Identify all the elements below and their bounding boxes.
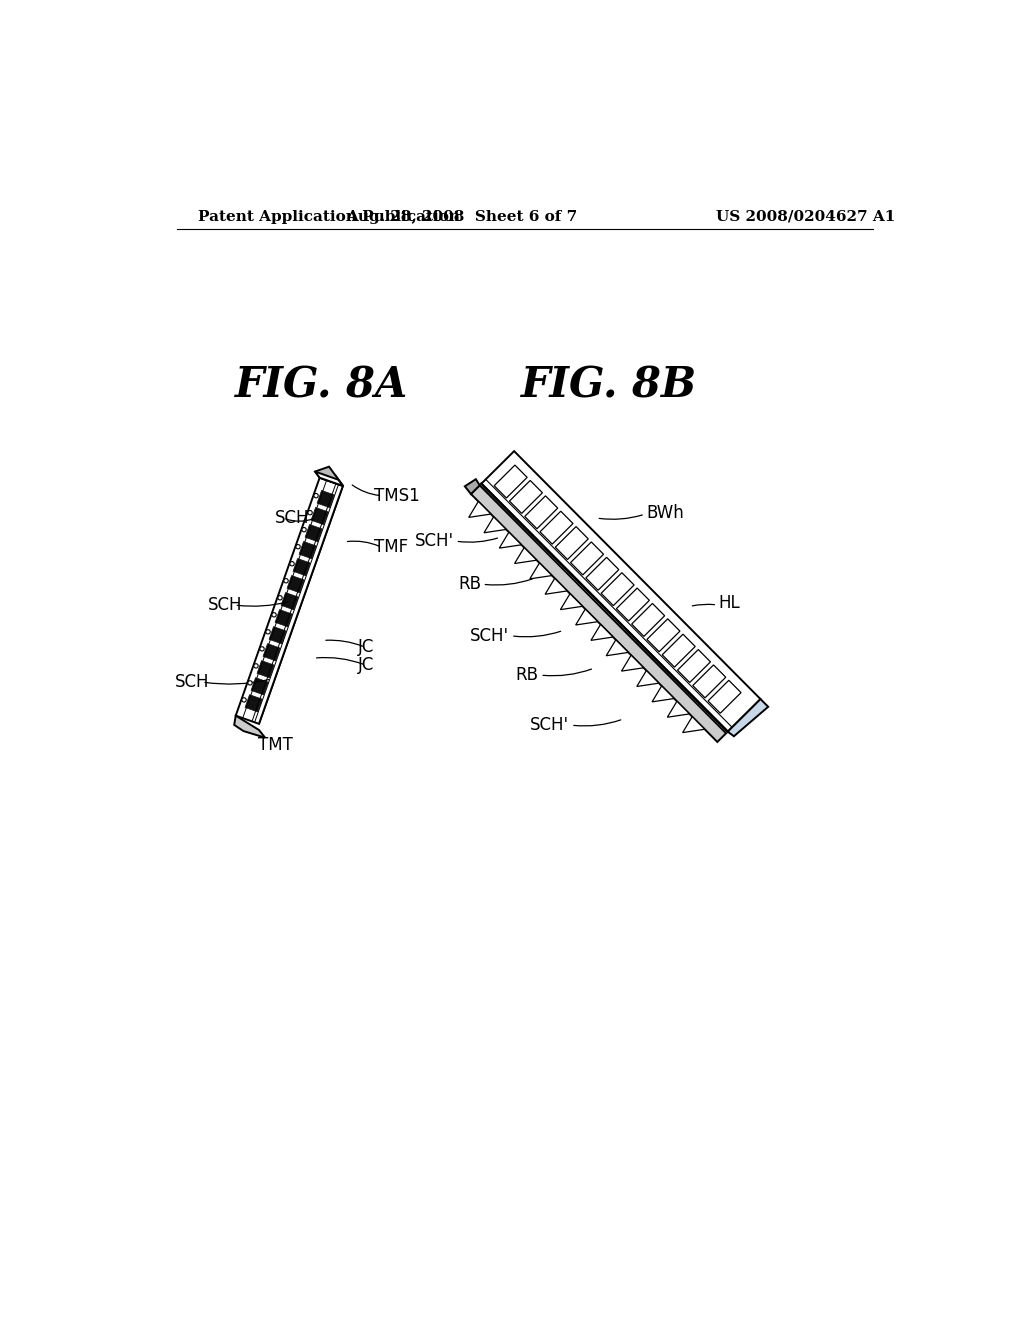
Circle shape <box>266 630 270 634</box>
Polygon shape <box>469 502 490 517</box>
Text: SCH: SCH <box>208 597 243 614</box>
Polygon shape <box>481 451 761 731</box>
Text: Patent Application Publication: Patent Application Publication <box>199 210 461 224</box>
Polygon shape <box>293 558 310 576</box>
Polygon shape <box>545 578 567 594</box>
Polygon shape <box>287 576 304 593</box>
Circle shape <box>284 578 288 583</box>
Polygon shape <box>315 467 343 486</box>
Polygon shape <box>529 562 552 579</box>
Polygon shape <box>647 619 680 652</box>
Polygon shape <box>471 486 726 742</box>
Polygon shape <box>317 491 334 508</box>
Polygon shape <box>484 517 506 533</box>
Polygon shape <box>570 543 603 576</box>
Text: Aug. 28, 2008  Sheet 6 of 7: Aug. 28, 2008 Sheet 6 of 7 <box>346 210 578 224</box>
Polygon shape <box>510 480 543 513</box>
Polygon shape <box>683 717 705 733</box>
Polygon shape <box>632 603 665 636</box>
Text: BWh: BWh <box>646 504 684 521</box>
Polygon shape <box>524 496 558 529</box>
Text: FIG. 8B: FIG. 8B <box>521 364 697 407</box>
Circle shape <box>302 528 306 532</box>
Polygon shape <box>728 700 768 737</box>
Polygon shape <box>305 524 323 541</box>
Polygon shape <box>591 624 613 640</box>
Circle shape <box>314 494 318 498</box>
Polygon shape <box>606 640 629 656</box>
Circle shape <box>278 595 283 601</box>
Circle shape <box>290 561 294 566</box>
Polygon shape <box>708 680 741 713</box>
Text: SCH': SCH' <box>470 627 509 644</box>
Polygon shape <box>586 557 618 590</box>
Polygon shape <box>668 701 689 717</box>
Polygon shape <box>575 609 598 624</box>
Polygon shape <box>263 644 281 661</box>
Text: JC: JC <box>357 639 374 656</box>
Polygon shape <box>311 507 328 524</box>
Circle shape <box>260 647 264 651</box>
Polygon shape <box>299 541 316 558</box>
Circle shape <box>248 681 252 685</box>
Polygon shape <box>275 610 292 627</box>
Polygon shape <box>555 527 588 560</box>
Polygon shape <box>236 478 343 723</box>
Polygon shape <box>465 479 479 494</box>
Polygon shape <box>515 548 537 564</box>
Polygon shape <box>495 465 527 498</box>
Text: TMT: TMT <box>258 737 293 754</box>
Text: SCH': SCH' <box>530 717 569 734</box>
Circle shape <box>296 545 300 549</box>
Text: FIG. 8A: FIG. 8A <box>234 364 409 407</box>
Circle shape <box>242 698 246 702</box>
Polygon shape <box>245 694 262 711</box>
Polygon shape <box>678 649 711 682</box>
Polygon shape <box>251 475 343 723</box>
Polygon shape <box>540 511 573 544</box>
Polygon shape <box>269 627 286 644</box>
Text: JC: JC <box>357 656 374 675</box>
Text: SCH': SCH' <box>415 532 454 550</box>
Polygon shape <box>315 471 343 486</box>
Text: SCH: SCH <box>275 510 310 527</box>
Polygon shape <box>500 532 521 548</box>
Text: TMF: TMF <box>374 539 408 556</box>
Polygon shape <box>622 655 644 671</box>
Text: HL: HL <box>719 594 740 612</box>
Polygon shape <box>257 660 274 678</box>
Polygon shape <box>616 589 649 620</box>
Polygon shape <box>281 593 298 610</box>
Polygon shape <box>560 594 583 610</box>
Text: RB: RB <box>458 576 481 593</box>
Text: TMS1: TMS1 <box>374 487 420 504</box>
Circle shape <box>308 511 312 515</box>
Polygon shape <box>693 665 726 698</box>
Polygon shape <box>601 573 634 606</box>
Circle shape <box>272 612 276 616</box>
Polygon shape <box>652 686 674 702</box>
Circle shape <box>254 664 258 668</box>
Text: RB: RB <box>516 667 539 684</box>
Polygon shape <box>663 634 695 667</box>
Text: SCH: SCH <box>175 673 210 690</box>
Text: US 2008/0204627 A1: US 2008/0204627 A1 <box>716 210 895 224</box>
Polygon shape <box>637 671 658 686</box>
Polygon shape <box>251 677 268 694</box>
Polygon shape <box>234 715 265 738</box>
